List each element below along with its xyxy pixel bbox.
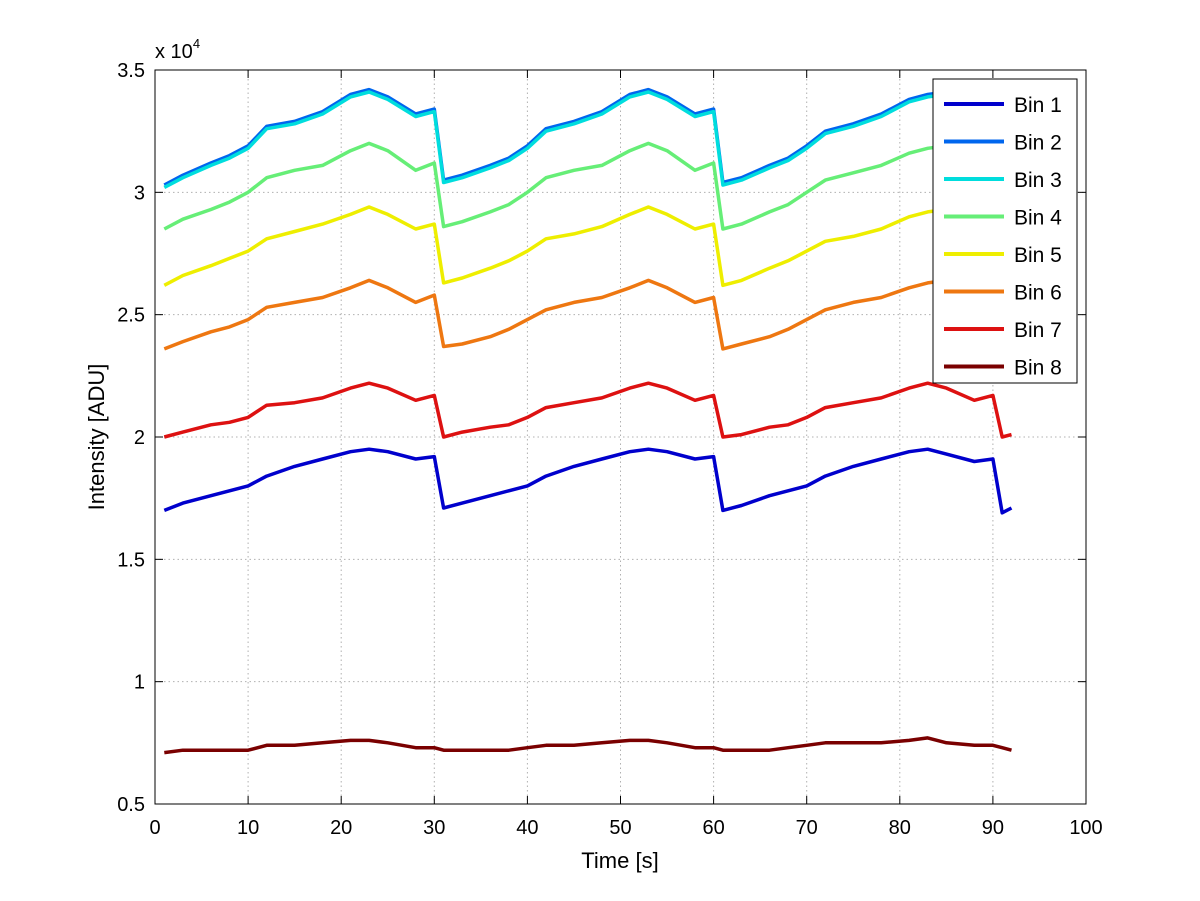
x-tick-label: 30 [423,817,445,839]
legend-label-bin-7: Bin 7 [1014,319,1062,342]
y-axis-label: Intensity [ADU] [84,364,109,511]
x-tick-label: 50 [609,817,631,839]
y-tick-label: 1.5 [117,549,145,571]
ticks [154,69,1087,805]
x-tick-label: 40 [516,817,538,839]
x-tick-label: 0 [149,817,160,839]
series-line-bin-1 [163,447,1013,515]
series-line-bin-8 [164,736,1012,755]
x-tick-label: 100 [1069,817,1102,839]
legend-label-bin-2: Bin 2 [1014,132,1062,155]
y-tick-label: 0.5 [117,794,145,816]
y-tick-label: 2.5 [117,305,145,327]
y-tick-label: 3.5 [117,60,145,82]
legend-label-bin-4: Bin 4 [1014,207,1062,230]
series-line-bin-5 [163,205,1012,288]
legend-label-bin-8: Bin 8 [1014,357,1062,380]
tick-labels: 0 10 20 30 40 50 60 70 80 90 100 0.5 1 1.5 2 2.5 3 3.5 [117,60,1103,839]
series-line-bin-3 [163,90,1012,189]
y-tick-label: 2 [134,427,145,449]
y-exponent-label: x 104 [155,36,200,63]
series-line-bin-4 [163,141,1012,231]
series-line-bin-7 [163,381,1012,439]
legend: Bin 1 Bin 2 Bin 3 Bin 4 Bin 5 Bin 6 Bin 7 Bin 8 [932,78,1078,384]
legend-box [932,78,1078,384]
legend-label-bin-5: Bin 5 [1014,244,1062,267]
x-tick-label: 80 [889,817,911,839]
series-line-bin-6 [163,278,1012,351]
series-group [163,87,1013,755]
legend-label-bin-6: Bin 6 [1014,282,1062,305]
x-tick-label: 90 [982,817,1004,839]
legend-label-bin-3: Bin 3 [1014,169,1062,192]
series-line-bin-2 [163,87,1012,187]
x-tick-label: 20 [330,817,352,839]
x-axis-label: Time [s] [581,848,658,873]
y-tick-label: 1 [134,672,145,694]
x-tick-label: 10 [237,817,259,839]
y-tick-label: 3 [134,182,145,204]
x-tick-label: 70 [796,817,818,839]
y-exponent-power: 4 [193,36,200,51]
legend-label-bin-1: Bin 1 [1014,94,1062,117]
x-tick-label: 60 [702,817,724,839]
